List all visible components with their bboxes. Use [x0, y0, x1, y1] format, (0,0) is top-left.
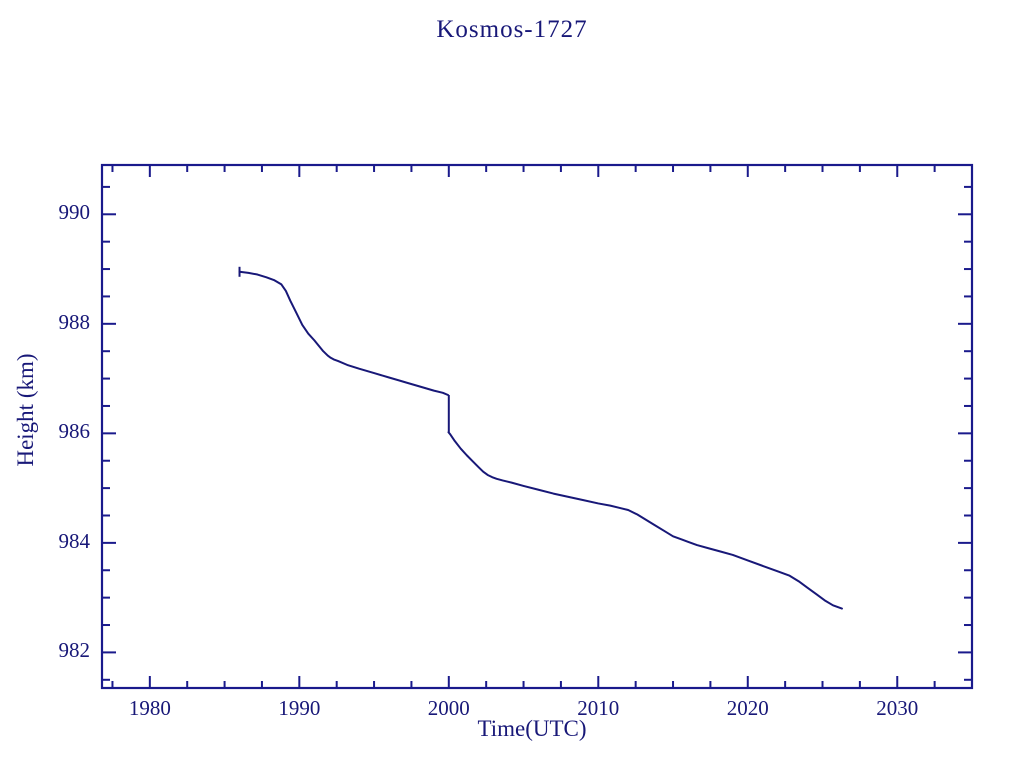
y-tick-label: 986 — [58, 419, 91, 444]
axis-ticks — [102, 165, 973, 688]
y-tick-label: 990 — [58, 200, 91, 225]
axes-frame — [100, 163, 974, 690]
y-tick-label: 988 — [58, 309, 91, 334]
x-tick-label: 2030 — [876, 696, 919, 720]
y-tick-label: 982 — [58, 638, 91, 663]
chart-title: Kosmos-1727 — [436, 16, 588, 43]
data-series — [238, 266, 843, 610]
x-tick-label: 2010 — [577, 696, 620, 720]
x-tick-label: 2020 — [726, 696, 769, 720]
x-axis-label: Time(UTC) — [477, 716, 587, 741]
y-tick-label: 984 — [58, 528, 91, 553]
x-tick-label: 1980 — [128, 696, 171, 720]
x-tick-label: 2000 — [427, 696, 470, 720]
x-tick-label: 1990 — [278, 696, 321, 720]
